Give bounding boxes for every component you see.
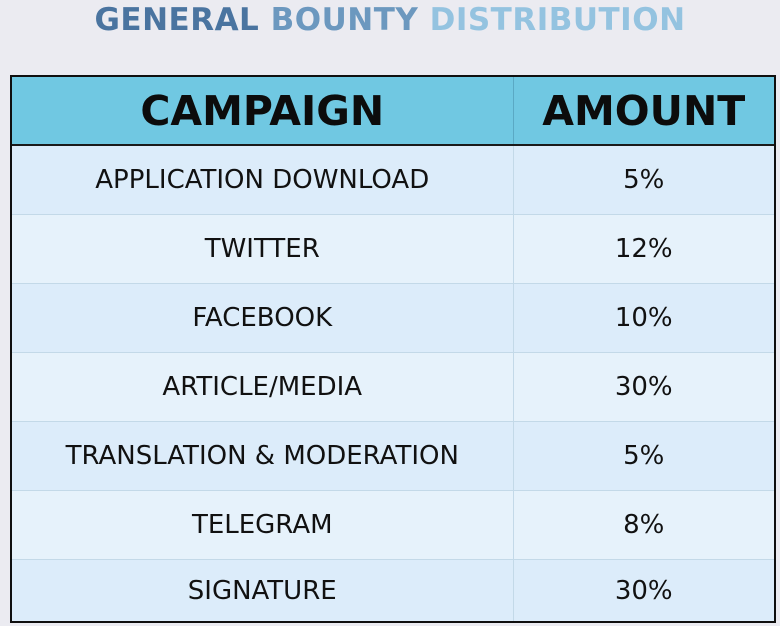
- title-part-distribution: DISTRIBUTION: [429, 2, 686, 38]
- title-part-bounty: BOUNTY: [270, 2, 430, 38]
- campaign-cell: TWITTER: [12, 214, 514, 284]
- distribution-table-grid: CAMPAIGN AMOUNT APPLICATION DOWNLOAD 5% …: [12, 77, 774, 621]
- table-row: ARTICLE/MEDIA 30%: [12, 352, 774, 422]
- table-row: APPLICATION DOWNLOAD 5%: [12, 145, 774, 215]
- amount-cell: 10%: [513, 283, 774, 353]
- amount-cell: 5%: [513, 145, 774, 215]
- campaign-cell: FACEBOOK: [12, 283, 514, 353]
- amount-cell: 8%: [513, 490, 774, 560]
- amount-cell: 30%: [513, 352, 774, 422]
- table-row: FACEBOOK 10%: [12, 283, 774, 353]
- table-row: SIGNATURE 30%: [12, 559, 774, 621]
- bounty-distribution-table: CAMPAIGN AMOUNT APPLICATION DOWNLOAD 5% …: [10, 75, 776, 623]
- page-title: GENERAL BOUNTY DISTRIBUTION: [0, 0, 780, 40]
- campaign-cell: TRANSLATION & MODERATION: [12, 421, 514, 491]
- table-header-row: CAMPAIGN AMOUNT: [12, 77, 774, 146]
- campaign-cell: ARTICLE/MEDIA: [12, 352, 514, 422]
- campaign-cell: TELEGRAM: [12, 490, 514, 560]
- campaign-cell: APPLICATION DOWNLOAD: [12, 145, 514, 215]
- amount-cell: 30%: [614, 576, 673, 607]
- table-row: TWITTER 12%: [12, 214, 774, 284]
- amount-cell: 12%: [513, 214, 774, 284]
- amount-cell: 5%: [513, 421, 774, 491]
- title-part-general: GENERAL: [94, 2, 271, 38]
- campaign-cell: SIGNATURE: [12, 559, 514, 621]
- column-header-amount: AMOUNT: [513, 77, 774, 146]
- column-header-campaign: CAMPAIGN: [12, 77, 514, 146]
- table-row: TELEGRAM 8%: [12, 490, 774, 560]
- table-row: TRANSLATION & MODERATION 5%: [12, 421, 774, 491]
